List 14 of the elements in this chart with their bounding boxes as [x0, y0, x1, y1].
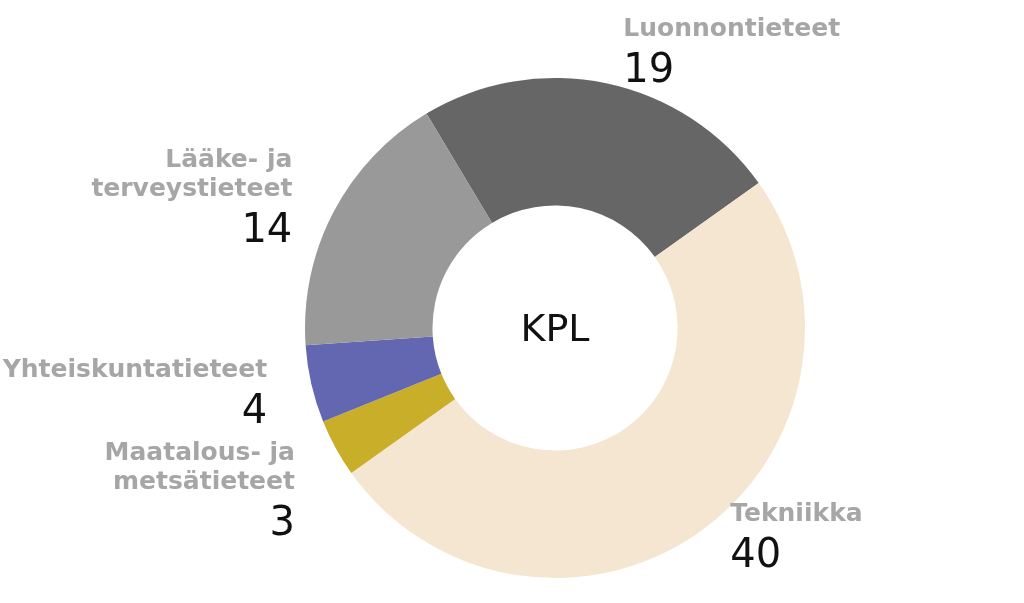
- donut-slice: [305, 113, 493, 346]
- slice-label: Luonnontieteet: [623, 13, 841, 42]
- donut-slice: [323, 373, 456, 473]
- donut-slice: [305, 336, 442, 422]
- slice-label: Maatalous- ja metsätieteet: [104, 437, 296, 496]
- slice-label: Yhteiskuntatieteet: [1, 354, 268, 384]
- slice-label: Tekniikka: [730, 498, 863, 527]
- data-label: 19: [623, 45, 675, 91]
- data-label: 14: [241, 205, 293, 252]
- data-label: 40: [730, 530, 782, 576]
- data-label: 4: [241, 386, 268, 433]
- data-label: 3: [269, 498, 295, 545]
- text: KPL: [520, 306, 590, 350]
- slice-label: Lääke- ja terveystieteet: [91, 144, 293, 203]
